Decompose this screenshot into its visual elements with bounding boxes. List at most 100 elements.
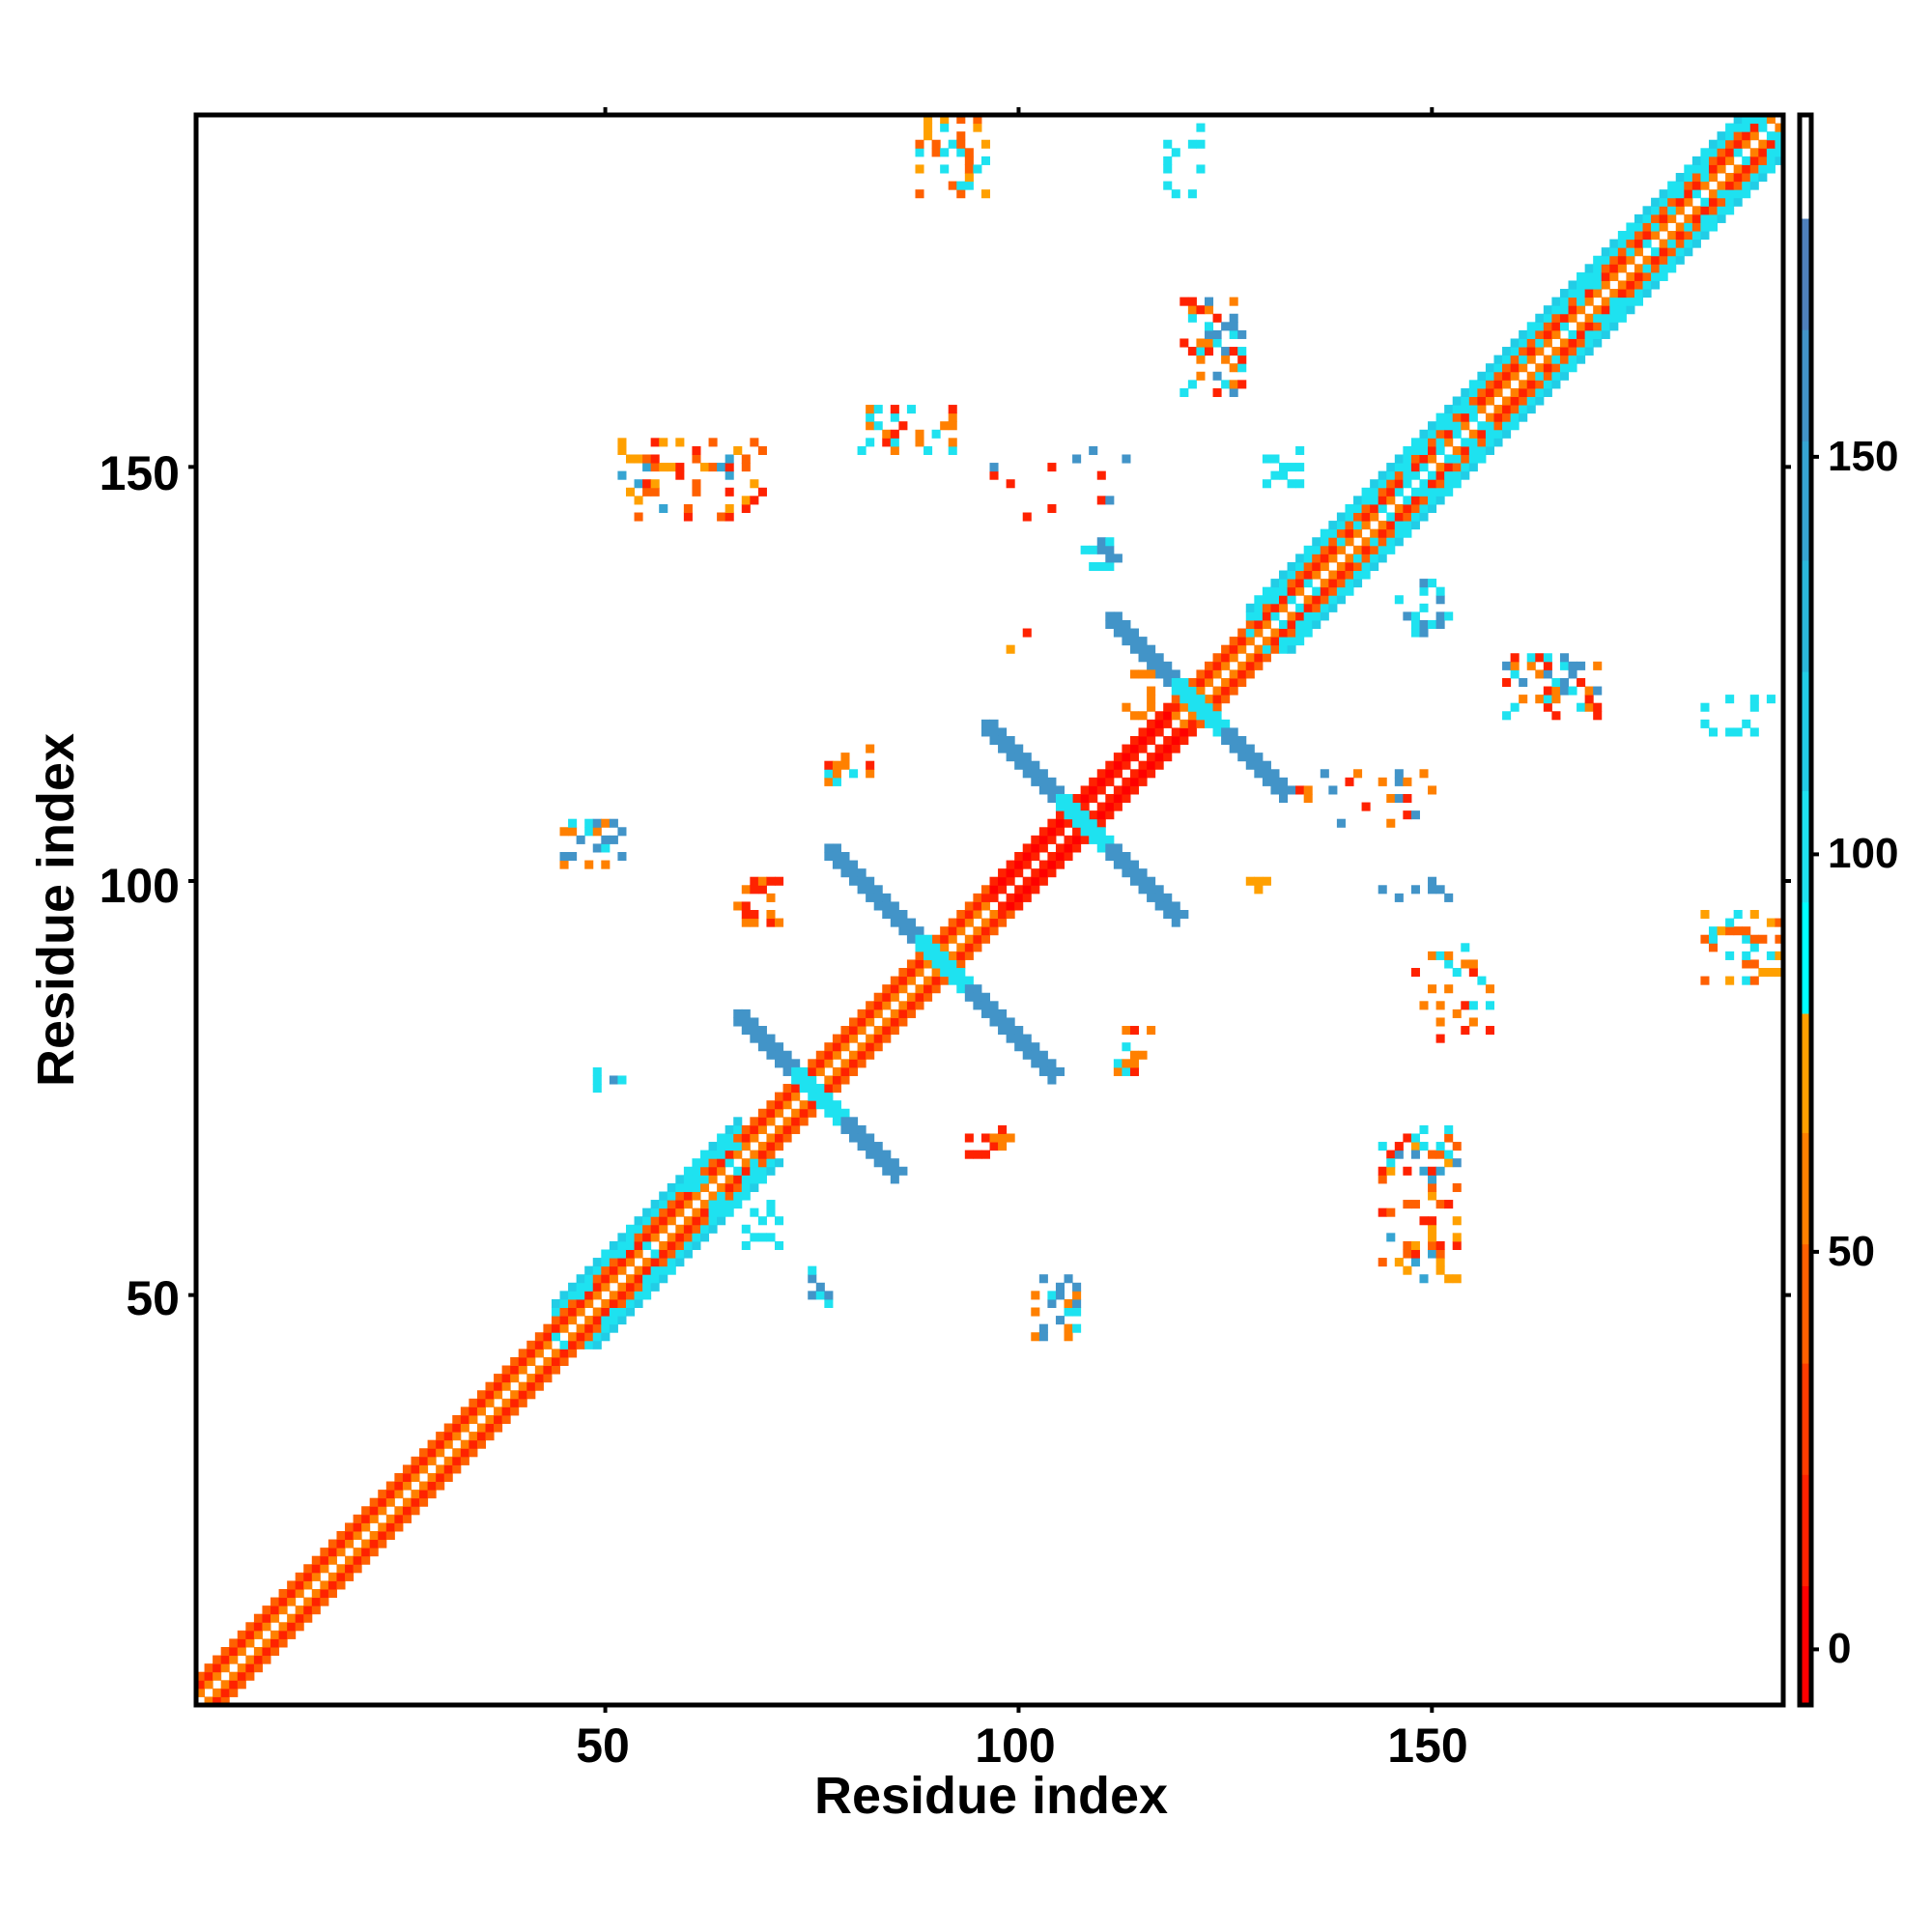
heatmap-cell (890, 984, 899, 994)
heatmap-cell (1485, 984, 1494, 994)
heatmap-cell (1303, 785, 1313, 795)
heatmap-cell (1196, 305, 1206, 315)
colorbar (1797, 112, 1819, 1708)
heatmap-cell (890, 1026, 899, 1036)
heatmap-cell (775, 1124, 784, 1134)
heatmap-cell (1361, 512, 1371, 522)
heatmap-cell (1452, 470, 1462, 480)
heatmap-cell (1154, 753, 1164, 762)
heatmap-cell (1419, 586, 1429, 596)
heatmap-cell (1072, 1298, 1082, 1308)
heatmap-cell (650, 438, 660, 447)
heatmap-cell (1006, 735, 1015, 746)
heatmap-cell (1229, 644, 1238, 654)
heatmap-cell (1502, 405, 1512, 414)
heatmap-cell (849, 769, 859, 779)
heatmap-cell (584, 1332, 594, 1342)
heatmap-cell (270, 1630, 280, 1639)
heatmap-cell (1428, 1150, 1437, 1159)
heatmap-cell (1336, 537, 1346, 547)
heatmap-cell (320, 1548, 329, 1557)
heatmap-cell (923, 951, 933, 960)
heatmap-cell (642, 1208, 652, 1217)
heatmap-cell (1403, 1133, 1412, 1143)
heatmap-cell (634, 512, 643, 522)
heatmap-cell (1468, 959, 1478, 969)
heatmap-cell (931, 976, 941, 985)
heatmap-cell (1519, 695, 1528, 704)
heatmap-cell (584, 860, 594, 869)
heatmap-cell (1659, 206, 1668, 215)
heatmap-cell (559, 827, 569, 837)
heatmap-cell (989, 727, 999, 737)
heatmap-cell (1435, 1249, 1445, 1259)
heatmap-cell (1386, 463, 1396, 472)
heatmap-cell (1733, 139, 1743, 149)
heatmap-cell (262, 1646, 271, 1657)
heatmap-cell (1105, 561, 1115, 572)
heatmap-cell (1543, 661, 1552, 670)
heatmap-cell (724, 1182, 734, 1192)
heatmap-cell (906, 918, 916, 927)
heatmap-cell (1163, 735, 1173, 746)
heatmap-cell (1320, 603, 1329, 612)
heatmap-cell (923, 934, 933, 944)
heatmap-cell (650, 1233, 660, 1242)
heatmap-cell (1577, 677, 1586, 688)
heatmap-cell (295, 1622, 304, 1632)
heatmap-cell (824, 1059, 834, 1068)
heatmap-cell (940, 943, 950, 952)
heatmap-cell (1675, 189, 1685, 199)
heatmap-cell (1717, 131, 1726, 141)
heatmap-cell (750, 1150, 759, 1159)
heatmap-cell (1775, 156, 1784, 165)
heatmap-cell (708, 1142, 718, 1151)
heatmap-cell (890, 445, 899, 455)
heatmap-cell (1684, 222, 1693, 232)
heatmap-cell (1708, 943, 1719, 952)
heatmap-cell (1559, 363, 1570, 373)
heatmap-cell (1187, 711, 1197, 721)
heatmap-cell (1419, 579, 1429, 588)
heatmap-cell (1461, 412, 1470, 422)
heatmap-cell (1006, 893, 1015, 902)
heatmap-cell (857, 1042, 867, 1052)
heatmap-cell (717, 1191, 726, 1201)
heatmap-cell (1568, 305, 1577, 315)
heatmap-cell (1559, 322, 1570, 331)
heatmap-cell (1593, 702, 1603, 712)
heatmap-cell (361, 1548, 371, 1557)
heatmap-cell (1031, 843, 1040, 853)
heatmap-cell (1452, 1216, 1462, 1226)
heatmap-cell (882, 438, 892, 447)
heatmap-cell (1684, 247, 1693, 257)
heatmap-cell (1428, 785, 1437, 795)
heatmap-cell (1410, 885, 1420, 895)
heatmap-cell (741, 1124, 751, 1134)
heatmap-cell (757, 1166, 767, 1176)
heatmap-cell (757, 876, 767, 886)
heatmap-cell (1212, 653, 1222, 663)
heatmap-cell (1758, 164, 1768, 174)
colorbar-step (1800, 1012, 1811, 1133)
heatmap-cell (1171, 910, 1180, 920)
heatmap-cell (1361, 545, 1371, 554)
heatmap-cell (1345, 579, 1354, 588)
heatmap-cell (940, 951, 950, 960)
heatmap-cell (1361, 487, 1371, 497)
heatmap-cell (1535, 396, 1545, 406)
heatmap-cell (1700, 213, 1710, 223)
heatmap-cell (915, 992, 924, 1002)
heatmap-cell (551, 1356, 561, 1367)
heatmap-cell (559, 1316, 569, 1325)
heatmap-cell (1022, 760, 1032, 770)
heatmap-cell (642, 454, 652, 464)
heatmap-cell (1147, 769, 1156, 779)
heatmap-cell (890, 412, 899, 422)
heatmap-cell (1196, 164, 1206, 174)
heatmap-cell (692, 1224, 701, 1234)
heatmap-cell (1435, 470, 1445, 480)
heatmap-cell (1237, 355, 1247, 364)
heatmap-cell (1717, 139, 1726, 149)
heatmap-cell (757, 1042, 767, 1052)
